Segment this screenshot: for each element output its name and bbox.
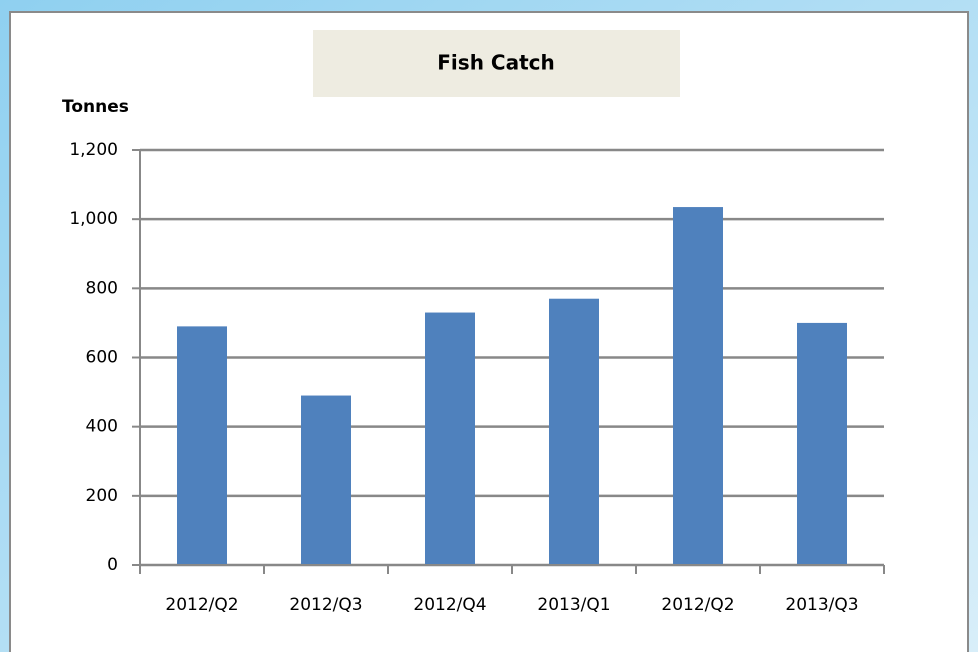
bar (549, 298, 599, 565)
y-axis-label: Tonnes (62, 97, 129, 117)
bar (301, 395, 351, 565)
y-tick-label: 800 (86, 278, 118, 298)
x-tick-label: 2012/Q3 (289, 595, 362, 615)
y-tick-label: 1,200 (69, 140, 118, 160)
title-box (313, 30, 680, 97)
y-tick-label: 1,000 (69, 209, 118, 229)
x-tick-label: 2013/Q3 (785, 595, 858, 615)
bar (425, 312, 475, 565)
y-tick-label: 400 (86, 417, 118, 437)
bar (177, 326, 227, 565)
x-tick-label: 2013/Q1 (537, 595, 610, 615)
bar (673, 207, 723, 565)
x-tick-label: 2012/Q4 (413, 595, 486, 615)
x-tick-label: 2012/Q2 (165, 595, 238, 615)
x-tick-label: 2012/Q2 (661, 595, 734, 615)
y-tick-label: 200 (86, 486, 118, 506)
bar (797, 322, 847, 565)
chart-title: Fish Catch (437, 51, 554, 75)
y-tick-label: 600 (86, 348, 118, 368)
y-tick-label: 0 (107, 555, 118, 575)
